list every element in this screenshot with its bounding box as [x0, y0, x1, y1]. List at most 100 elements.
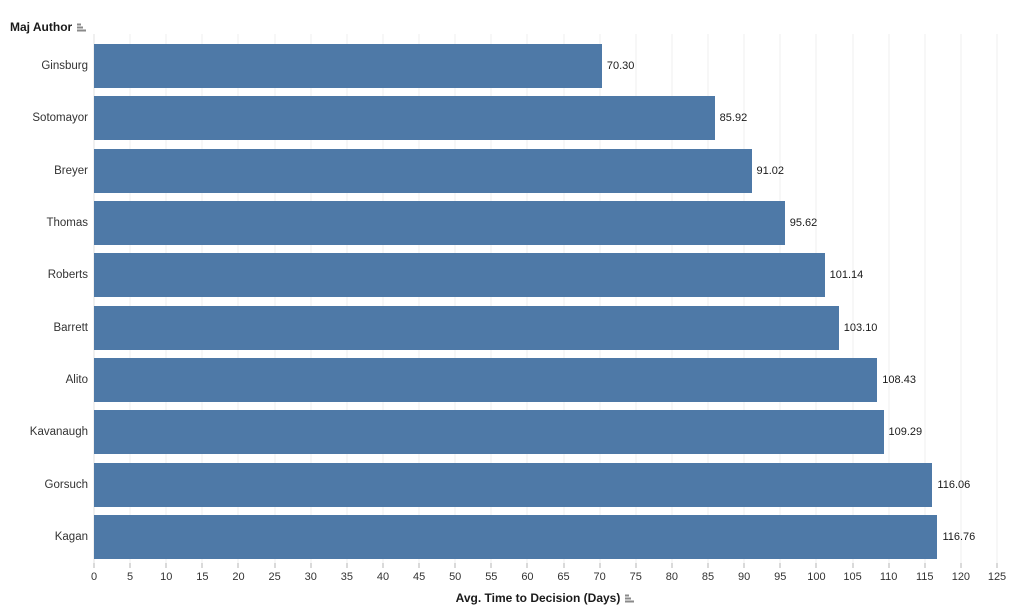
bars-area: Ginsburg 70.30 Sotomayor 85.92 Breyer 91.02 Th… [0, 40, 997, 563]
axis-tick-label: 5 [127, 571, 134, 583]
bar-row: Sotomayor 85.92 [0, 92, 997, 144]
axis-tick-label: 50 [449, 571, 462, 583]
bar-value-label: 108.43 [882, 373, 916, 386]
axis-tick-label: 120 [951, 571, 971, 583]
x-axis-title-text: Avg. Time to Decision (Days) [455, 591, 621, 605]
bar-row: Alito 108.43 [0, 354, 997, 406]
bar[interactable] [94, 148, 752, 193]
bar[interactable] [94, 201, 785, 246]
bar-track: 116.76 [94, 511, 997, 563]
axis-tick-label: 110 [879, 571, 898, 583]
category-label[interactable]: Kavanaugh [29, 426, 88, 439]
axis-tick-label: 30 [304, 571, 317, 583]
axis-tick [996, 563, 998, 568]
bar-track: 95.62 [94, 197, 997, 249]
category-label[interactable]: Gorsuch [44, 478, 88, 491]
axis-tick-label: 10 [160, 571, 173, 583]
bar-value-label: 109.29 [888, 426, 923, 439]
category-label[interactable]: Kagan [54, 530, 88, 543]
bar[interactable] [94, 44, 602, 89]
axis-tick [490, 563, 492, 568]
axis-tick [129, 563, 131, 568]
sort-icon[interactable] [76, 22, 87, 33]
axis-tick-label: 60 [521, 571, 534, 583]
bar-row: Roberts 101.14 [0, 249, 997, 301]
bar-value-label: 70.30 [606, 60, 635, 73]
axis-tick [743, 563, 745, 568]
bar-row: Gorsuch 116.06 [0, 458, 997, 510]
bar-track: 85.92 [94, 92, 997, 144]
axis-tick [201, 563, 203, 568]
category-label[interactable]: Thomas [46, 217, 88, 230]
axis-tick [599, 563, 601, 568]
x-axis-title: Avg. Time to Decision (Days) [94, 591, 997, 605]
bar[interactable] [94, 305, 839, 350]
bar[interactable] [94, 357, 878, 402]
category-label[interactable]: Sotomayor [32, 112, 88, 125]
category-label[interactable]: Breyer [54, 164, 88, 177]
bar-track: 116.06 [94, 458, 997, 510]
axis-tick-label: 35 [340, 571, 353, 583]
bar[interactable] [94, 462, 933, 507]
category-label[interactable]: Ginsburg [41, 60, 88, 73]
row-field-label[interactable]: Maj Author [10, 20, 87, 34]
axis-tick-label: 70 [593, 571, 606, 583]
axis-tick-label: 90 [738, 571, 751, 583]
bar[interactable] [94, 96, 715, 141]
bar[interactable] [94, 410, 884, 455]
category-label[interactable]: Roberts [47, 269, 88, 282]
axis-tick [274, 563, 276, 568]
bar-track: 101.14 [94, 249, 997, 301]
bar-row: Barrett 103.10 [0, 301, 997, 353]
axis-tick-label: 65 [557, 571, 570, 583]
bar-value-label: 101.14 [829, 269, 864, 282]
axis-tick [346, 563, 348, 568]
bar-value-label: 85.92 [719, 112, 748, 125]
axis-tick-label: 40 [376, 571, 390, 583]
axis-tick [237, 563, 239, 568]
bar-value-label: 116.06 [937, 478, 971, 491]
axis-tick [635, 563, 637, 568]
axis-tick [418, 563, 420, 568]
x-axis-title-inner[interactable]: Avg. Time to Decision (Days) [456, 591, 636, 605]
axis-tick-label: 115 [915, 571, 934, 583]
bar-value-label: 95.62 [789, 217, 818, 230]
axis-tick [779, 563, 781, 568]
bar-value-label: 91.02 [756, 164, 785, 177]
bar-row: Ginsburg 70.30 [0, 40, 997, 92]
axis-tick [310, 563, 312, 568]
axis-tick-label: 125 [987, 571, 1007, 583]
category-label[interactable]: Alito [65, 373, 88, 386]
bar-track: 108.43 [94, 354, 997, 406]
bar-track: 91.02 [94, 145, 997, 197]
axis-tick-label: 45 [412, 571, 426, 583]
axis-tick [960, 563, 962, 568]
axis-tick [382, 563, 384, 568]
axis-tick [852, 563, 854, 568]
bar-track: 70.30 [94, 40, 997, 92]
bar-row: Kagan 116.76 [0, 511, 997, 563]
bar[interactable] [94, 253, 825, 298]
axis-tick [454, 563, 456, 568]
axis-tick-label: 100 [807, 571, 826, 583]
axis-tick-label: 95 [774, 571, 787, 583]
axis-tick-label: 25 [268, 571, 281, 583]
bar[interactable] [94, 514, 938, 559]
bar-row: Kavanaugh 109.29 [0, 406, 997, 458]
row-field-label-text: Maj Author [10, 20, 73, 34]
bar-track: 109.29 [94, 406, 997, 458]
axis-tick [888, 563, 890, 568]
bar-value-label: 103.10 [843, 321, 878, 334]
x-axis: 0 5 10 15 20 25 30 35 40 45 50 55 60 65 70 75 80 85 90 95 10… [91, 563, 1006, 593]
sort-icon[interactable] [624, 593, 635, 604]
axis-tick-label: 105 [843, 571, 862, 583]
axis-tick [671, 563, 673, 568]
axis-tick [707, 563, 709, 568]
bar-row: Thomas 95.62 [0, 197, 997, 249]
axis-tick [526, 563, 528, 568]
category-label[interactable]: Barrett [53, 321, 88, 334]
axis-tick [563, 563, 565, 568]
axis-tick-label: 80 [665, 571, 679, 583]
axis-tick-label: 20 [232, 571, 245, 583]
